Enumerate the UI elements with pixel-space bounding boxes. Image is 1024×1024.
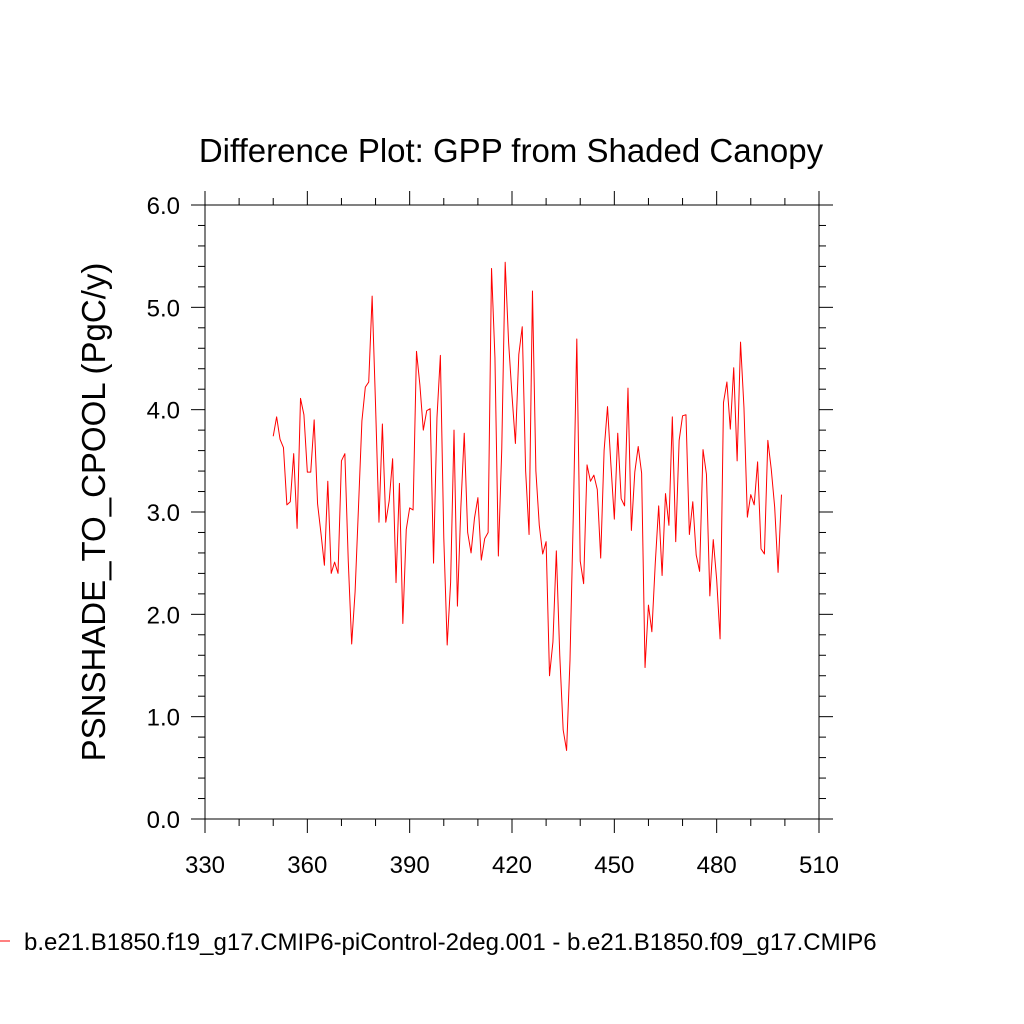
x-tick-label: 510: [799, 852, 839, 879]
x-tick-label: 330: [185, 852, 225, 879]
x-tick-label: 450: [594, 852, 634, 879]
legend-label: b.e21.B1850.f19_g17.CMIP6-piControl-2deg…: [24, 929, 877, 956]
y-tick-label: 6.0: [147, 193, 180, 220]
y-axis-label: PSNSHADE_TO_CPOOL (PgC/y): [75, 263, 112, 762]
x-tick-label: 480: [697, 852, 737, 879]
y-tick-label: 5.0: [147, 295, 180, 322]
series-line: [272, 261, 782, 751]
y-tick-label: 2.0: [147, 602, 180, 629]
x-tick-labels: 330 360 390 420 450 480 510: [185, 852, 839, 879]
x-tick-label: 390: [390, 852, 430, 879]
x-tick-label: 420: [492, 852, 532, 879]
x-tick-label: 360: [287, 852, 327, 879]
y-axis-label-group: PSNSHADE_TO_CPOOL (PgC/y): [75, 263, 112, 762]
axis-ticks: [191, 191, 833, 833]
y-tick-labels: 0.0 1.0 2.0 3.0 4.0 5.0 6.0: [147, 193, 180, 834]
y-tick-label: 1.0: [147, 705, 180, 732]
y-tick-label: 0.0: [147, 807, 180, 834]
chart-title: Difference Plot: GPP from Shaded Canopy: [199, 132, 824, 169]
y-tick-label: 4.0: [147, 398, 180, 425]
y-tick-label: 3.0: [147, 500, 180, 527]
